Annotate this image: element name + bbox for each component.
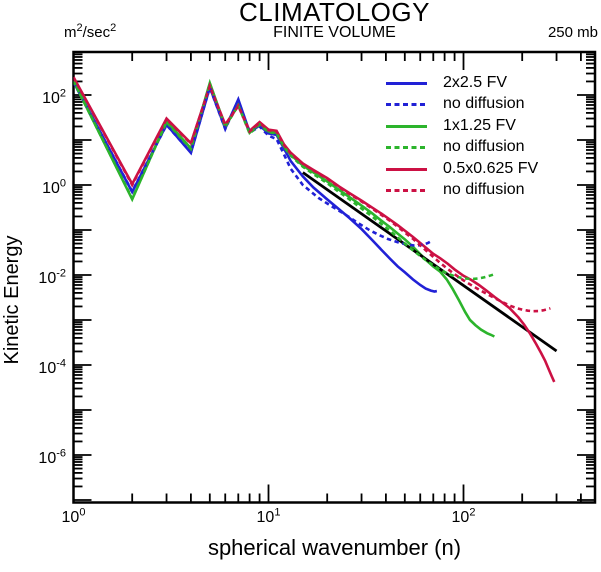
series-0.5x0.625-fv-no-diffusion [73, 76, 551, 313]
y-tick-label-10e0: 100 [42, 178, 66, 198]
legend-label: no diffusion [443, 95, 525, 113]
series-1x1.25-fv [73, 78, 495, 338]
y-tick-label-10e-6: 10-6 [38, 448, 66, 468]
legend-label: 2x2.5 FV [443, 74, 508, 91]
chart-subtitle: FINITE VOLUME [273, 24, 396, 41]
y-tick-label-10e-2: 10-2 [38, 268, 66, 288]
x-tick-label-10e2: 102 [451, 507, 476, 527]
legend-dashed-line-sample [386, 189, 427, 192]
x-tick-label-10e1: 101 [256, 507, 281, 527]
plot-frame [72, 50, 597, 504]
legend-solid-line-sample [386, 124, 427, 128]
series-1x1.25-fv-no-diffusion [73, 79, 495, 281]
legend-solid-line-sample [386, 167, 427, 171]
series-group [73, 76, 558, 383]
legend-dashed-line-sample [386, 146, 427, 150]
legend-dashed-line-sample [386, 103, 427, 107]
y-tick-label-10e-4: 10-4 [38, 358, 66, 378]
y-tick-label-10e2: 102 [42, 88, 66, 108]
x-axis-title: spherical wavenumber (n) [207, 535, 462, 560]
legend-label: 1x1.25 FV [443, 116, 516, 134]
series-2x2.5-fv-no-diffusion [73, 81, 433, 247]
legend-label: no diffusion [443, 181, 525, 198]
y-units-label: m2/sec2 [64, 22, 117, 41]
series-2x2.5-fv [73, 81, 438, 293]
x-tick-label-10e0: 100 [61, 507, 86, 527]
chart-title: CLIMATOLOGY [239, 0, 430, 27]
legend-label: no diffusion [443, 138, 525, 156]
legend-label: 0.5x0.625 FV [443, 159, 539, 177]
pressure-level-label: 250 mb [547, 24, 598, 41]
legend-solid-line-sample [386, 82, 427, 85]
